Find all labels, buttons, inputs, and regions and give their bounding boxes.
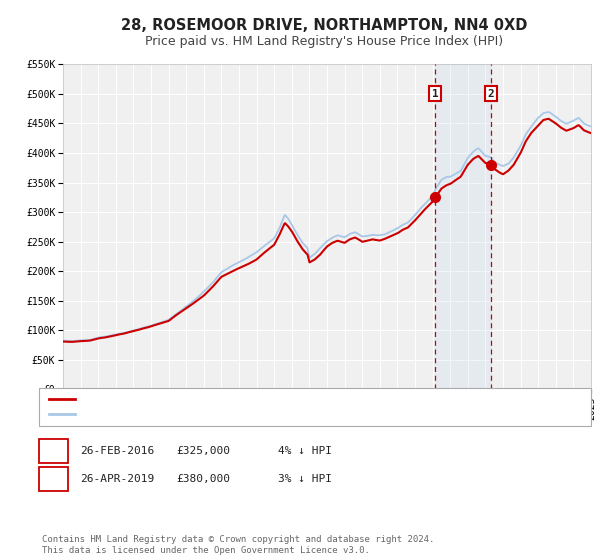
- Text: 4% ↓ HPI: 4% ↓ HPI: [278, 446, 332, 456]
- Bar: [435, 64, 491, 389]
- Text: 1: 1: [50, 444, 57, 458]
- Text: Price paid vs. HM Land Registry's House Price Index (HPI): Price paid vs. HM Land Registry's House …: [145, 35, 503, 48]
- Text: 2: 2: [50, 472, 57, 486]
- Text: 26-APR-2019: 26-APR-2019: [80, 474, 154, 484]
- Text: HPI: Average price, detached house, West Northamptonshire: HPI: Average price, detached house, West…: [82, 409, 467, 419]
- Text: This data is licensed under the Open Government Licence v3.0.: This data is licensed under the Open Gov…: [42, 546, 370, 555]
- Text: 1: 1: [432, 88, 439, 99]
- Text: 28, ROSEMOOR DRIVE, NORTHAMPTON, NN4 0XD (detached house): 28, ROSEMOOR DRIVE, NORTHAMPTON, NN4 0XD…: [82, 394, 467, 404]
- Text: £380,000: £380,000: [176, 474, 230, 484]
- Text: 26-FEB-2016: 26-FEB-2016: [80, 446, 154, 456]
- Text: £325,000: £325,000: [176, 446, 230, 456]
- Text: 2: 2: [488, 88, 494, 99]
- Text: Contains HM Land Registry data © Crown copyright and database right 2024.: Contains HM Land Registry data © Crown c…: [42, 535, 434, 544]
- Text: 3% ↓ HPI: 3% ↓ HPI: [278, 474, 332, 484]
- Text: 28, ROSEMOOR DRIVE, NORTHAMPTON, NN4 0XD: 28, ROSEMOOR DRIVE, NORTHAMPTON, NN4 0XD: [121, 18, 527, 34]
